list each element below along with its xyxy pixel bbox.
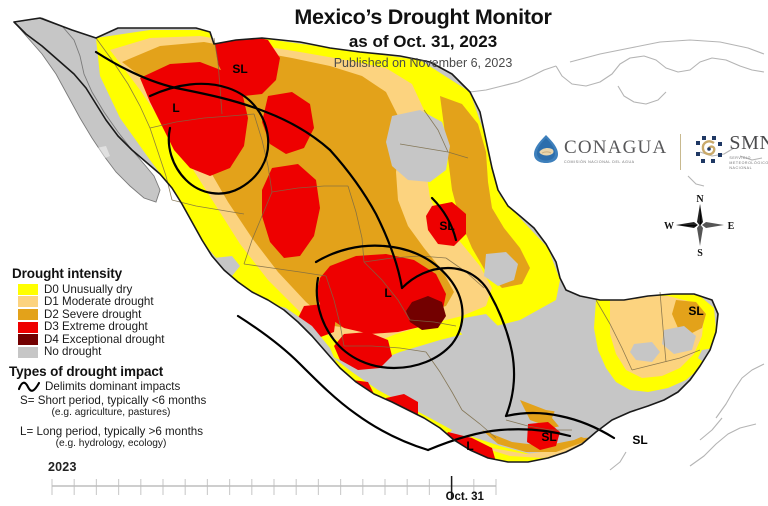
legend-label-d3: D3 Extreme drought bbox=[44, 320, 148, 334]
conagua-wordmark: CONAGUA bbox=[564, 137, 668, 159]
compass-east-label: E bbox=[728, 221, 735, 232]
timeline-year-label: 2023 bbox=[48, 460, 77, 474]
legend-swatch-d4 bbox=[18, 334, 38, 346]
impact-label-l-1: L bbox=[172, 101, 179, 115]
timeline-ticks bbox=[51, 479, 497, 495]
compass-west-label: W bbox=[664, 221, 674, 232]
smn-tagline: SERVICIO METEOROLÓGICO NACIONAL bbox=[729, 156, 768, 170]
legend-long-period-example: (e.g. hydrology, ecology) bbox=[55, 437, 167, 449]
legend-short-period-line: S= Short period, typically <6 months bbox=[20, 393, 207, 407]
impact-label-sl-0: SL bbox=[232, 62, 247, 76]
legend-spacer bbox=[8, 418, 238, 425]
impact-label-sl-6: SL bbox=[688, 304, 703, 318]
legend-short-period-example: (e.g. agriculture, pastures) bbox=[51, 406, 171, 418]
legend-row-d4: D4 Exceptional drought bbox=[18, 333, 238, 346]
impact-label-sl-7: SL bbox=[632, 433, 647, 447]
impact-label-l-3: L bbox=[384, 286, 391, 300]
legend-row-d0: D0 Unusually dry bbox=[18, 283, 238, 296]
legend-label-d1: D1 Moderate drought bbox=[44, 295, 154, 309]
state-borders bbox=[95, 37, 701, 439]
agency-logos: CONAGUA COMISIÓN NACIONAL DEL AGUA bbox=[533, 133, 768, 171]
legend-impacts-title: Types of drought impact bbox=[9, 363, 164, 379]
impact-type-labels: SL L SL L L SL SL SL bbox=[172, 62, 703, 453]
legend-label-d0: D0 Unusually dry bbox=[44, 282, 133, 296]
legend-swatch-nd bbox=[18, 346, 38, 358]
smn-spiral-icon bbox=[694, 134, 724, 169]
compass-star bbox=[676, 204, 724, 246]
squiggle-icon bbox=[17, 380, 41, 393]
legend-row-nd: No drought bbox=[18, 346, 238, 359]
timeline[interactable]: 2023 Oct. 31 bbox=[0, 455, 768, 506]
legend: Drought intensity D0 Unusually dry D1 Mod… bbox=[8, 266, 238, 449]
conagua-logo: CONAGUA COMISIÓN NACIONAL DEL AGUA bbox=[533, 134, 667, 169]
foreign-coastline bbox=[469, 39, 765, 471]
impact-label-sl-2: SL bbox=[439, 219, 454, 233]
legend-row-d1: D1 Moderate drought bbox=[18, 296, 238, 309]
legend-long-period-line: L= Long period, typically >6 months bbox=[20, 424, 204, 438]
legend-delimits-label: Delimits dominant impacts bbox=[45, 380, 181, 394]
legend-intensity-rows: D0 Unusually dry D1 Moderate drought D2 Se… bbox=[18, 283, 238, 359]
legend-intensity-title: Drought intensity bbox=[12, 266, 123, 281]
conagua-water-icon bbox=[533, 134, 559, 169]
legend-label-nd: No drought bbox=[44, 345, 102, 359]
legend-swatch-d0 bbox=[18, 283, 38, 295]
legend-label-d4: D4 Exceptional drought bbox=[44, 332, 165, 346]
compass-south-label: S bbox=[697, 248, 703, 258]
logo-divider bbox=[680, 133, 682, 170]
smn-logo: SMN SERVICIO METEOROLÓGICO NACIONAL bbox=[694, 133, 768, 171]
conagua-logo-text: CONAGUA COMISIÓN NACIONAL DEL AGUA bbox=[564, 138, 667, 165]
legend-swatch-d2 bbox=[18, 308, 38, 320]
baja-california-peninsula bbox=[13, 17, 161, 203]
compass-rose: N S E W bbox=[663, 192, 737, 259]
conagua-tagline: COMISIÓN NACIONAL DEL AGUA bbox=[564, 160, 635, 165]
timeline-axis bbox=[51, 476, 497, 499]
legend-label-d2: D2 Severe drought bbox=[44, 307, 142, 321]
legend-swatch-d1 bbox=[18, 296, 38, 308]
timeline-marker-label: Oct. 31 bbox=[445, 491, 484, 503]
legend-swatch-d3 bbox=[18, 321, 38, 333]
impact-label-l-4: L bbox=[466, 439, 473, 453]
smn-logo-text: SMN SERVICIO METEOROLÓGICO NACIONAL bbox=[729, 133, 768, 171]
legend-delimits-row: Delimits dominant impacts bbox=[17, 380, 238, 394]
legend-row-d2: D2 Severe drought bbox=[18, 308, 238, 321]
smn-wordmark: SMN bbox=[729, 132, 768, 154]
legend-row-d3: D3 Extreme drought bbox=[18, 321, 238, 334]
impact-label-sl-5: SL bbox=[541, 430, 556, 444]
compass-north-label: N bbox=[696, 194, 704, 205]
